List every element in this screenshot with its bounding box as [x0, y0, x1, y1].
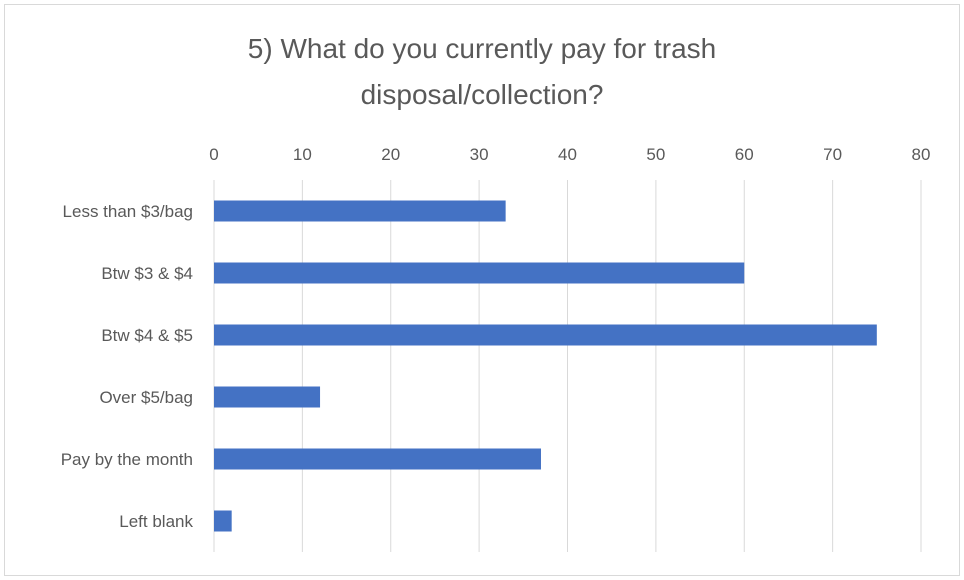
x-tick-label: 10: [293, 145, 312, 164]
y-axis-categories: Less than $3/bag Btw $3 & $4 Btw $4 & $5 Ov…: [61, 202, 194, 531]
category-label: Over $5/bag: [99, 388, 193, 407]
category-label: Pay by the month: [61, 450, 193, 469]
x-tick-label: 30: [470, 145, 489, 164]
x-tick-label: 40: [558, 145, 577, 164]
bar: [214, 448, 541, 470]
bars: [214, 200, 877, 532]
x-axis-ticks: 0 10 20 30 40 50 60 70 80: [209, 145, 930, 164]
bar: [214, 386, 321, 408]
x-tick-label: 80: [912, 145, 931, 164]
x-tick-label: 20: [381, 145, 400, 164]
category-label: Btw $3 & $4: [101, 264, 193, 283]
x-tick-label: 50: [646, 145, 665, 164]
chart-frame: [4, 4, 960, 576]
bar: [214, 510, 232, 532]
gridlines: [213, 180, 922, 552]
bar: [214, 324, 877, 346]
category-label: Less than $3/bag: [63, 202, 193, 221]
chart-title-line-2: disposal/collection?: [361, 79, 604, 110]
x-tick-label: 70: [823, 145, 842, 164]
x-tick-label: 0: [209, 145, 218, 164]
category-label: Btw $4 & $5: [101, 326, 193, 345]
category-label: Left blank: [119, 512, 193, 531]
bar: [214, 200, 506, 222]
bar: [214, 262, 745, 284]
chart-title-line-1: 5) What do you currently pay for trash: [248, 33, 716, 64]
x-tick-label: 60: [735, 145, 754, 164]
